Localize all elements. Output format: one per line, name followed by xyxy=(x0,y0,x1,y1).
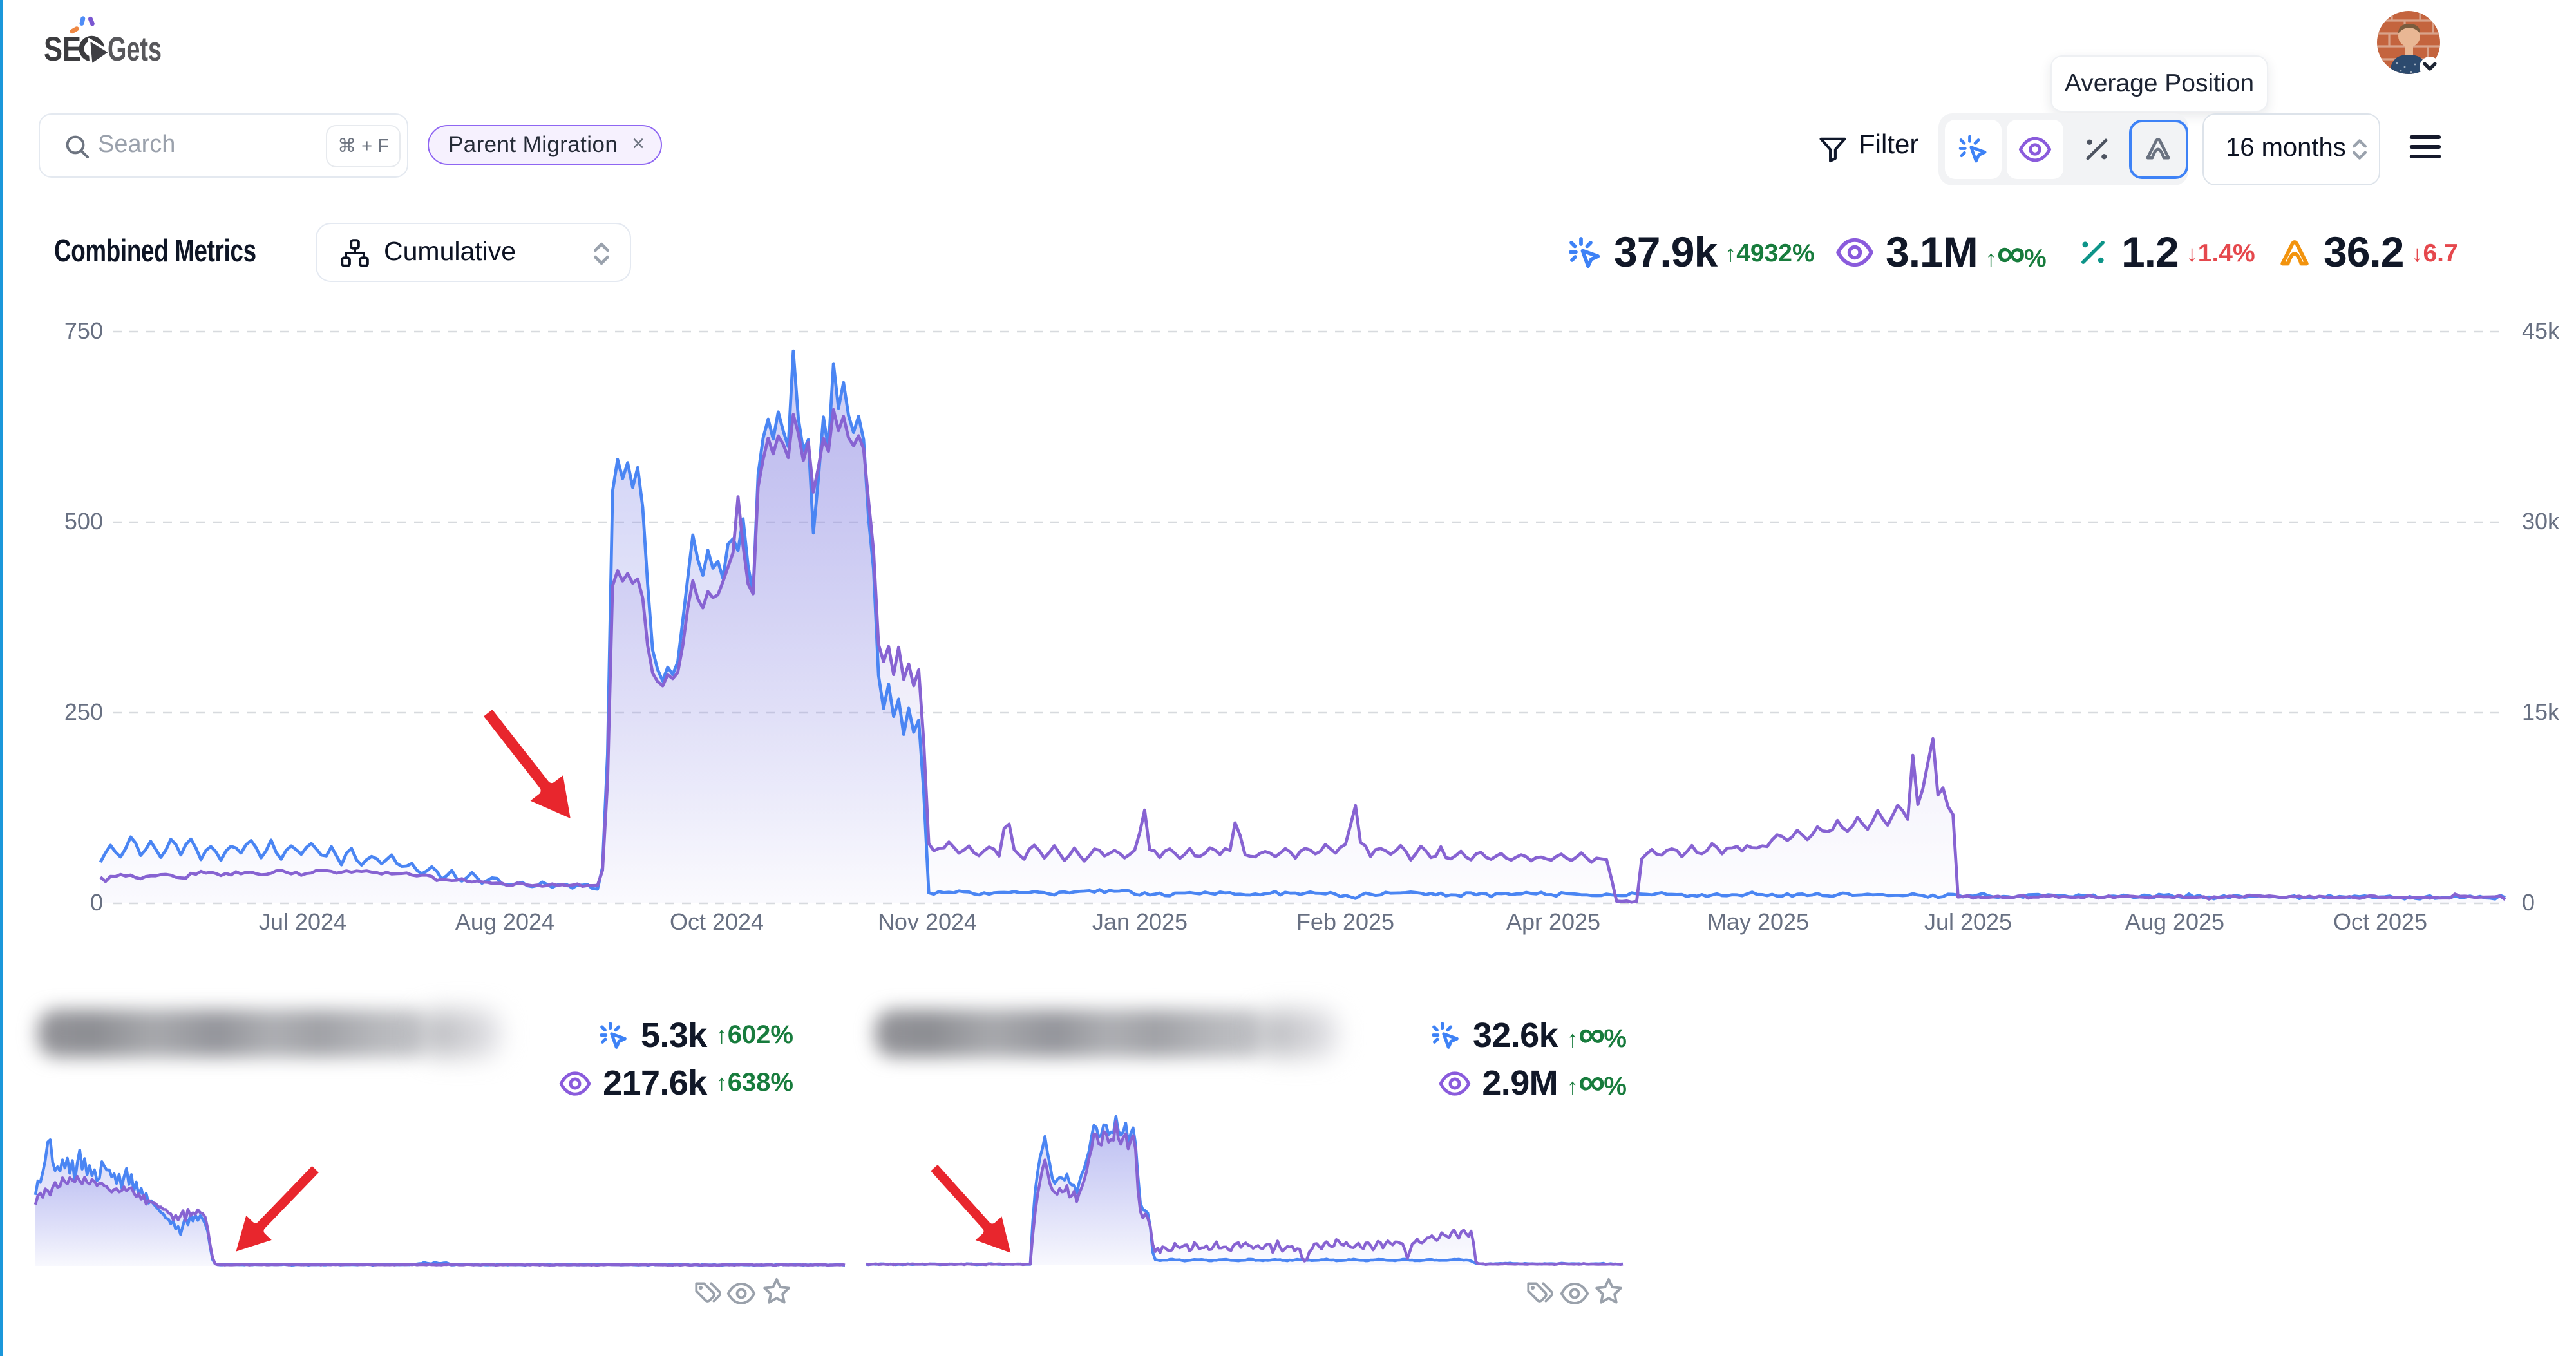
svg-text:Gets: Gets xyxy=(108,30,162,68)
svg-text:SE: SE xyxy=(44,30,81,68)
